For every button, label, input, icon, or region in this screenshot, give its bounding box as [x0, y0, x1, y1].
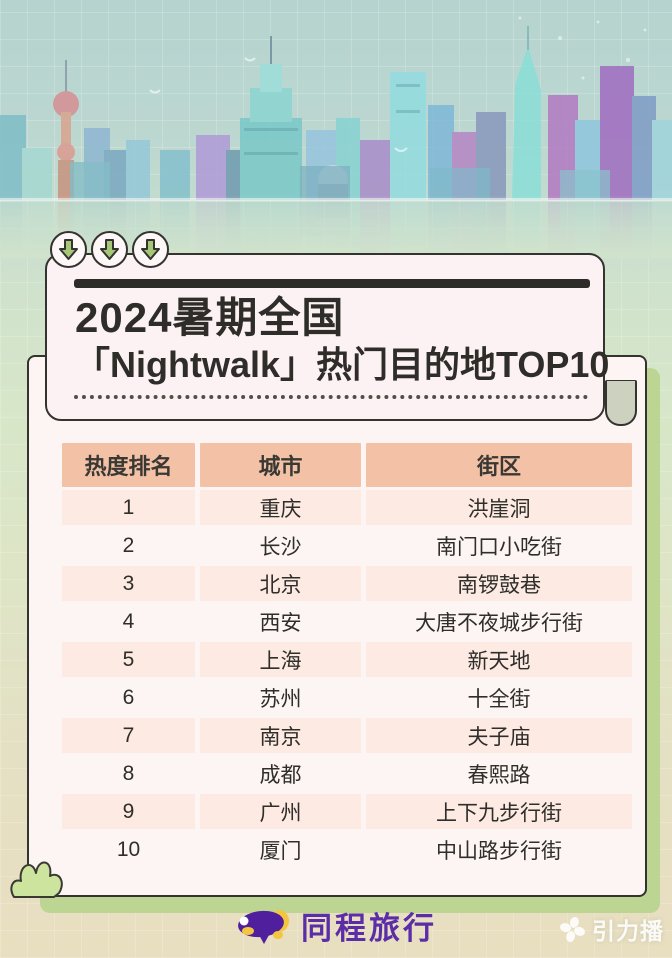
city-cell: 厦门 [259, 839, 302, 863]
bush-icon [10, 861, 63, 898]
rank-cell: 10 [116, 837, 141, 861]
brand-name: 同程旅行 [301, 910, 437, 946]
district-cell: 南门口小吃街 [436, 535, 562, 559]
header-district: 街区 [366, 443, 632, 487]
paper-clip-tab [605, 380, 637, 426]
down-arrow-icon [132, 231, 169, 268]
rank-cell: 2 [122, 533, 135, 557]
district-cell: 夫子庙 [366, 718, 632, 753]
district-cell: 春熙路 [467, 763, 531, 787]
rank-cell: 1 [62, 490, 195, 525]
city-cell: 苏州 [259, 687, 302, 711]
city-cell: 成都 [259, 763, 302, 787]
header-rank: 热度排名 [62, 443, 195, 487]
city-cell: 西安 [259, 611, 302, 635]
rank-cell: 6 [122, 685, 135, 709]
city-cell: 北京 [200, 566, 361, 601]
rank-cell: 3 [62, 566, 195, 601]
district-cell: 新天地 [366, 642, 632, 677]
city-cell: 广州 [200, 794, 361, 829]
district-cell: 大唐不夜城步行街 [415, 611, 583, 635]
title-top-bar [74, 279, 590, 288]
rank-cell: 5 [62, 642, 195, 677]
rank-cell: 8 [122, 761, 135, 785]
watermark: 引力播 [559, 912, 664, 946]
city-cell: 长沙 [259, 535, 302, 559]
sparkles [518, 16, 647, 80]
rank-cell: 4 [122, 609, 135, 633]
title-card: 2024暑期全国 「Nightwalk」热门目的地TOP10 [45, 253, 609, 421]
city-cell: 上海 [200, 642, 361, 677]
district-cell: 上下九步行街 [366, 794, 632, 829]
down-arrow-icon [50, 231, 87, 268]
down-arrow-badges [50, 231, 169, 268]
watermark-text: 引力播 [592, 918, 664, 944]
header-city: 城市 [200, 443, 361, 487]
tongcheng-mascot-icon [238, 910, 289, 944]
city-skyline-illustration [0, 0, 672, 258]
district-cell: 南锣鼓巷 [366, 566, 632, 601]
city-cell: 重庆 [200, 490, 361, 525]
poster-title-line2: 「Nightwalk」热门目的地TOP10 [74, 344, 610, 385]
dotted-divider [74, 395, 588, 399]
district-cell: 十全街 [467, 687, 531, 711]
poster-title-line1: 2024暑期全国 [75, 294, 345, 341]
district-cell: 洪崖洞 [366, 490, 632, 525]
rank-cell: 9 [62, 794, 195, 829]
ranking-card: 热度排名 城市 街区 1 重庆 洪崖洞 2 长沙 南门口小吃街 3 北京 南锣鼓… [27, 355, 647, 897]
rank-cell: 7 [62, 718, 195, 753]
bird-glyphs [149, 57, 408, 152]
flower-icon [560, 916, 585, 942]
brand-footer: 同程旅行 [0, 900, 672, 950]
ranking-table: 热度排名 城市 街区 1 重庆 洪崖洞 2 长沙 南门口小吃街 3 北京 南锣鼓… [62, 443, 632, 867]
district-cell: 中山路步行街 [436, 839, 562, 863]
city-cell: 南京 [200, 718, 361, 753]
down-arrow-icon [91, 231, 128, 268]
